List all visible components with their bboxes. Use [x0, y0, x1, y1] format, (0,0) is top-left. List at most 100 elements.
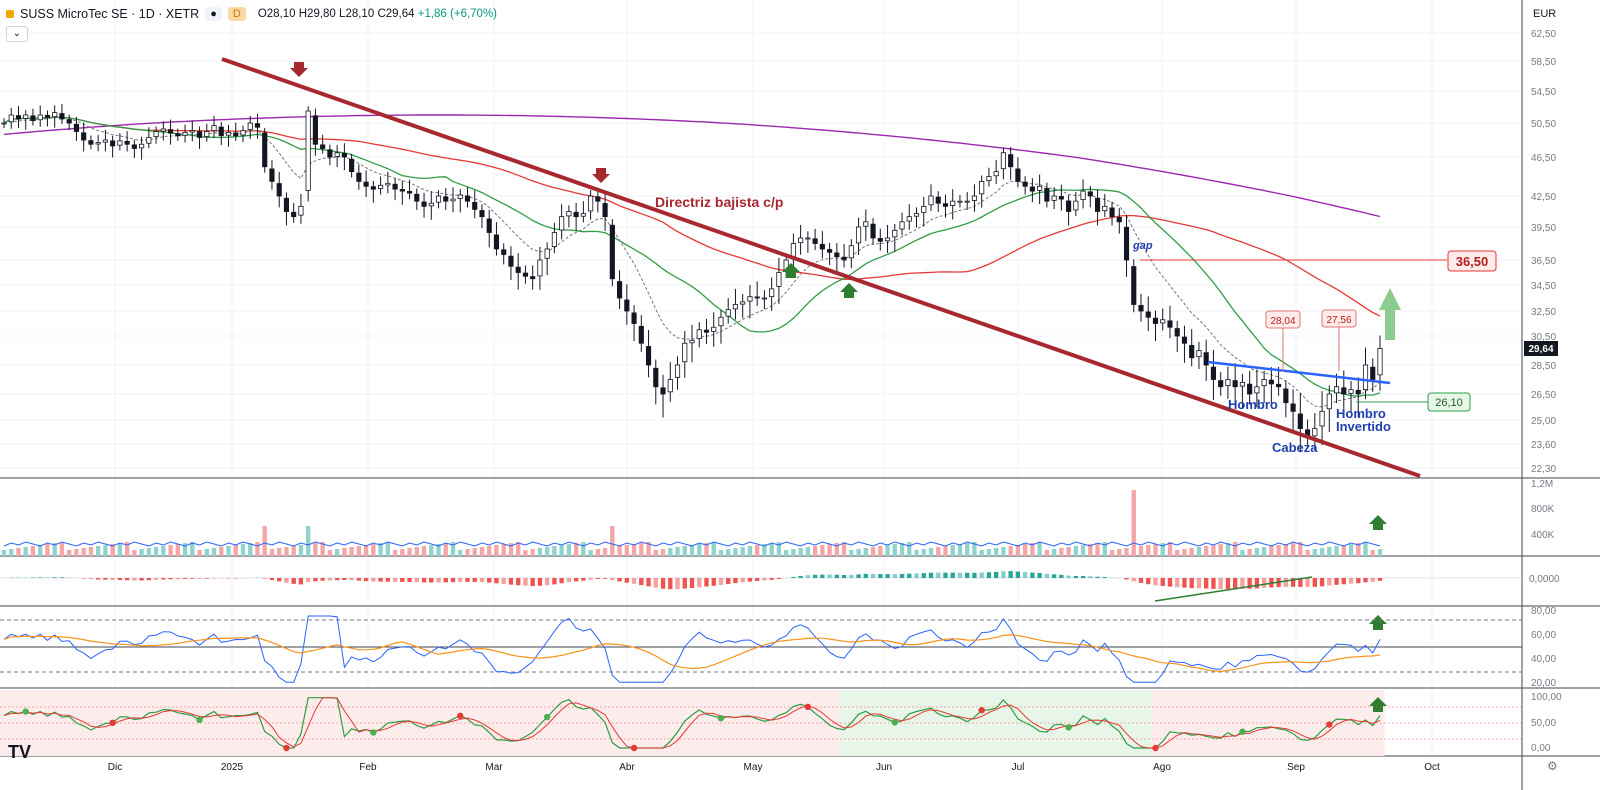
- osc-bar: [957, 572, 963, 578]
- candle-body: [1029, 186, 1035, 192]
- candle-body: [1066, 200, 1072, 212]
- collapse-legend-button[interactable]: ⌄: [6, 26, 28, 42]
- stoch-bg-cell: [1267, 690, 1276, 756]
- candle-body: [327, 149, 333, 158]
- time-tick: Mar: [485, 762, 503, 773]
- sma200-line: [3, 114, 1381, 218]
- volume-bar: [1051, 549, 1057, 556]
- stoch-tick: 0,00: [1531, 743, 1551, 754]
- stoch-bg-cell: [999, 690, 1008, 756]
- osc-bar: [849, 574, 854, 578]
- osc-bar: [1037, 573, 1042, 578]
- stoch-bg-cell: [811, 690, 820, 756]
- osc-bar: [153, 578, 159, 580]
- stoch-bg-cell: [622, 690, 632, 756]
- volume-bar: [1356, 543, 1361, 556]
- volume-bar: [1160, 543, 1165, 556]
- osc-bar: [870, 573, 876, 578]
- stoch-bg-cell: [1187, 690, 1197, 756]
- stoch-bg-cell: [774, 690, 784, 756]
- sma20-line: [3, 116, 1381, 397]
- candle-body: [225, 131, 232, 136]
- stoch-bg-cell: [970, 690, 979, 756]
- volume-bar: [1276, 545, 1281, 556]
- volume-bar: [371, 544, 376, 556]
- stoch-bg-cell: [1303, 690, 1313, 756]
- candle-body: [1218, 380, 1224, 388]
- volume-bar: [762, 544, 767, 556]
- candle-body: [1377, 348, 1383, 376]
- osc-bar: [907, 573, 912, 578]
- candle-body: [986, 176, 992, 182]
- volume-bar: [1240, 550, 1245, 556]
- candle-body: [196, 131, 203, 138]
- volume-bar: [733, 548, 738, 556]
- candle-body: [283, 197, 290, 212]
- volume-bar: [1283, 544, 1289, 556]
- volume-bar: [479, 547, 485, 556]
- osc-bar: [885, 574, 890, 578]
- stoch-bg-cell: [231, 690, 241, 756]
- candle-body: [580, 213, 586, 217]
- volume-bar: [255, 542, 260, 556]
- osc-bar: [769, 578, 774, 580]
- stoch-bg-cell: [166, 690, 176, 756]
- osc-bar: [740, 578, 745, 583]
- osc-bar: [834, 574, 840, 578]
- peak-label: 27,56: [1326, 315, 1351, 326]
- rsi-tick: 20,00: [1531, 678, 1556, 689]
- stoch-cross-dot: [543, 713, 551, 721]
- volume-bar: [559, 545, 564, 556]
- stoch-d-line: [3, 697, 1381, 749]
- price-axis[interactable]: EUR 62,50 58,50 54,50 50,50 46,50 42,50 39,50 36…: [1524, 8, 1562, 773]
- volume-bar: [921, 549, 926, 556]
- volume-bar: [1196, 547, 1202, 556]
- candle-body: [971, 195, 978, 201]
- stoch-bg-cell: [702, 690, 711, 756]
- volume-bar: [1, 550, 7, 556]
- candle-body: [370, 186, 376, 190]
- volume-bar: [993, 548, 999, 556]
- interval-dot-icon[interactable]: ●: [205, 7, 222, 21]
- volume-bar: [124, 542, 130, 556]
- stoch-cross-dot: [630, 744, 638, 752]
- time-axis[interactable]: Dic 2025 Feb Mar Abr May Jun Jul Ago Sep Oct: [108, 762, 1440, 773]
- volume-bar: [117, 543, 123, 556]
- volume-bar: [697, 544, 702, 556]
- candle-body: [414, 193, 420, 202]
- volume-bar: [392, 550, 398, 556]
- volume-bar: [226, 546, 231, 556]
- candle-body: [1058, 196, 1064, 200]
- interval-button[interactable]: D: [227, 7, 246, 21]
- osc-bar: [668, 578, 673, 590]
- stoch-cross-dot: [1326, 721, 1333, 728]
- candle-body: [522, 272, 529, 277]
- stoch-bg-cell: [818, 690, 827, 756]
- volume-bar: [668, 548, 673, 556]
- symbol-title[interactable]: SUSS MicroTec SE · 1D · XETR: [20, 7, 200, 21]
- candle-body: [406, 191, 413, 194]
- currency-label: EUR: [1533, 8, 1556, 20]
- volume-bar: [1095, 543, 1100, 556]
- osc-bar: [45, 577, 50, 578]
- candlesticks[interactable]: [1, 103, 1383, 453]
- volume-bar: [1109, 550, 1115, 556]
- stoch-bg-cell: [325, 690, 335, 756]
- candle-body: [942, 203, 949, 207]
- osc-bar: [747, 578, 753, 582]
- osc-bar: [986, 572, 992, 578]
- volume-bar: [841, 542, 847, 556]
- up-arrow-icon: [840, 283, 858, 298]
- osc-bar: [755, 578, 760, 581]
- volume-bar: [907, 542, 912, 556]
- stoch-cross-dot: [370, 729, 377, 736]
- candle-body: [428, 202, 434, 207]
- candle-body: [1152, 317, 1159, 324]
- volume-bar: [429, 545, 434, 556]
- volume-bar: [487, 546, 492, 556]
- osc-bar: [631, 578, 637, 584]
- rsi-pane: [0, 615, 1522, 683]
- stoch-bg-cell: [767, 690, 777, 756]
- gap-label: gap: [1132, 240, 1153, 252]
